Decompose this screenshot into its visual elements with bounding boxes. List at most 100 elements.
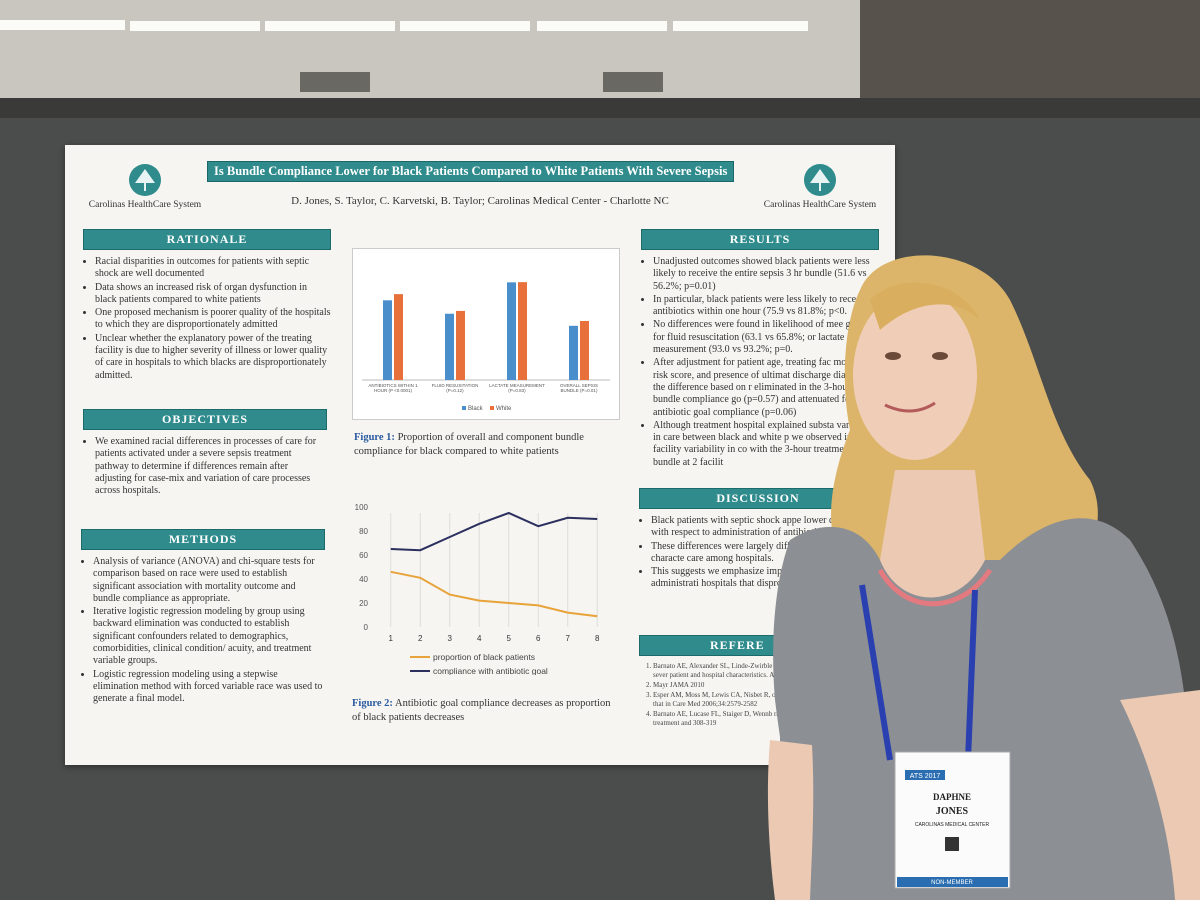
x-tick-label-text: LACTATE MEASUREMENT (P=0.83) — [489, 383, 545, 393]
x-tick-label: 2 — [418, 634, 423, 643]
bullet: Barnato AE, Lucase FL, Staiger D, Wennb … — [653, 710, 877, 728]
light — [130, 21, 260, 31]
section-heading: REFERE — [639, 635, 877, 656]
bullet: Barnato AE, Alexander SL, Linde-Zwirble … — [653, 662, 877, 680]
x-tick-label: FLUID RESUSITATION (P=0.12) — [432, 383, 479, 393]
x-tick-label: 3 — [448, 634, 453, 643]
bullet: Mayr JAMA 2010 — [653, 681, 877, 690]
x-tick-label: LACTATE MEASUREMENT (P=0.83) — [489, 383, 545, 393]
legend-label: Black — [468, 406, 484, 412]
x-tick-label: ANTIBIOTICS WITHIN 1 HOUR (P <0.0001) — [368, 383, 418, 393]
rationale: RATIONALE Racial disparities in outcomes… — [83, 229, 331, 383]
x-tick-label: OVERALL SEPSIS BUNDLE (P=0.01) — [559, 383, 599, 393]
caption-text: Antibiotic goal compliance decreases as … — [352, 698, 611, 723]
x-tick-label: 7 — [566, 634, 571, 643]
reference-list: Barnato AE, Alexander SL, Linde-Zwirble … — [639, 662, 877, 728]
bullet: Although treatment hospital explained su… — [653, 420, 879, 469]
bullet: Esper AM, Moss M, Lewis CA, Nisbet R, of… — [653, 691, 877, 709]
legend-label: compliance with antibiotic goal — [433, 666, 548, 675]
legend-swatch — [462, 406, 466, 410]
bullet: Data shows an increased risk of organ dy… — [95, 282, 331, 307]
data-line — [390, 511, 598, 552]
bullet: One proposed mechanism is poorer quality… — [95, 307, 331, 332]
logo-right: Carolinas HealthCare System — [745, 163, 895, 210]
y-tick-label: 80 — [359, 527, 368, 536]
bar — [569, 325, 578, 380]
bullet: These differences were largely differenc… — [651, 541, 877, 566]
bar — [507, 282, 516, 380]
bullet: Unclear whether the explanatory power of… — [95, 333, 331, 382]
section-heading: RESULTS — [641, 229, 879, 250]
y-tick-label: 100 — [355, 503, 369, 512]
bullet: Logistic regression modeling using a ste… — [93, 669, 325, 706]
bullet-list: Unadjusted outcomes showed black patient… — [641, 256, 879, 469]
ceiling-dark — [860, 0, 1200, 100]
y-tick-label: 0 — [364, 623, 369, 632]
light — [265, 21, 395, 31]
legend-label: White — [496, 406, 512, 412]
legend-label: proportion of black patients — [433, 652, 535, 662]
bullet: Analysis of variance (ANOVA) and chi-squ… — [93, 556, 325, 605]
vent — [300, 72, 370, 92]
x-tick-label-text: OVERALL SEPSIS BUNDLE (P=0.01) — [559, 383, 599, 393]
light — [0, 20, 125, 30]
vent — [603, 72, 663, 92]
data-line — [390, 570, 598, 618]
section-heading: METHODS — [81, 529, 325, 550]
light — [673, 21, 808, 31]
section-heading: DISCUSSION — [639, 488, 877, 509]
figure-1-chart: ANTIBIOTICS WITHIN 1 HOUR (P <0.0001) FLU… — [352, 248, 620, 420]
x-tick-label-text: ANTIBIOTICS WITHIN 1 HOUR (P <0.0001) — [368, 383, 418, 393]
results: RESULTS Unadjusted outcomes showed black… — [641, 229, 879, 470]
bar — [394, 294, 403, 380]
y-tick-label: 60 — [359, 551, 368, 560]
wall-trim — [0, 98, 1200, 120]
bullet: Black patients with septic shock appe lo… — [651, 515, 877, 540]
x-tick-label: 1 — [389, 634, 394, 643]
bar — [383, 300, 392, 380]
figure-2-caption: Figure 2: Antibiotic goal compliance dec… — [352, 697, 612, 725]
bar — [580, 320, 589, 380]
logo-text: Carolinas HealthCare System — [88, 200, 202, 210]
figure-2-chart: 0 20 40 60 80 100 1 2 3 4 5 6 7 8 proportion of black … — [355, 503, 600, 675]
x-tick-label: 4 — [477, 634, 482, 643]
references: REFERE Barnato AE, Alexander SL, Linde-Z… — [639, 635, 877, 729]
light — [537, 21, 667, 31]
discussion: DISCUSSION Black patients with septic sh… — [639, 488, 877, 592]
section-heading: RATIONALE — [83, 229, 331, 250]
caption-text: Proportion of overall and component bund… — [354, 432, 584, 457]
figure-1-caption: Figure 1: Proportion of overall and comp… — [354, 431, 614, 459]
poster: Carolinas HealthCare System Carolinas He… — [65, 145, 895, 765]
section-heading: OBJECTIVES — [83, 409, 327, 430]
x-tick-label: 8 — [595, 634, 600, 643]
logo-icon — [804, 164, 836, 196]
caption-label: Figure 1: — [354, 432, 395, 443]
bullet: We examined racial differences in proces… — [95, 436, 327, 497]
poster-title: Is Bundle Compliance Lower for Black Pat… — [207, 161, 735, 182]
x-tick-label: 5 — [507, 634, 512, 643]
logo-text: Carolinas HealthCare System — [763, 200, 877, 210]
bar — [445, 313, 454, 380]
bullet-list: Analysis of variance (ANOVA) and chi-squ… — [81, 556, 325, 706]
bullet: Unadjusted outcomes showed black patient… — [653, 256, 879, 293]
bullet: In particular, black patients were less … — [653, 294, 879, 319]
bullet: After adjustment for patient age, treati… — [653, 357, 879, 418]
methods: METHODS Analysis of variance (ANOVA) and… — [81, 529, 325, 707]
light — [400, 21, 530, 31]
bullet-list: Racial disparities in outcomes for patie… — [83, 256, 331, 382]
bullet: This suggests we emphasize improve timel… — [651, 566, 877, 591]
legend-swatch — [490, 406, 494, 410]
bullet-list: Black patients with septic shock appe lo… — [639, 515, 877, 591]
logo-icon — [129, 164, 161, 196]
bullet: Racial disparities in outcomes for patie… — [95, 256, 331, 281]
bullet-list: We examined racial differences in proces… — [83, 436, 327, 497]
y-tick-label: 40 — [359, 575, 368, 584]
bar — [456, 310, 465, 380]
bullet: Iterative logistic regression modeling b… — [93, 606, 325, 667]
caption-label: Figure 2: — [352, 698, 393, 709]
bar — [518, 282, 527, 380]
y-tick-label: 20 — [359, 599, 368, 608]
logo-left: Carolinas HealthCare System — [75, 163, 215, 210]
x-tick-label: 6 — [536, 634, 541, 643]
